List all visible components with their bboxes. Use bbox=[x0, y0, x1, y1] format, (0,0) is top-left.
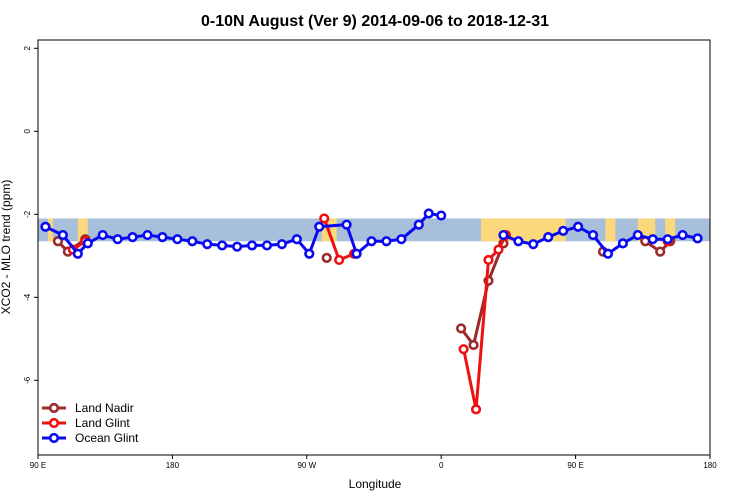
data-point bbox=[202, 239, 213, 250]
plot-frame bbox=[37, 39, 711, 456]
land-patch bbox=[77, 218, 88, 242]
data-point bbox=[157, 232, 168, 243]
legend-label: Land Glint bbox=[75, 416, 130, 430]
series-line bbox=[459, 242, 505, 347]
data-point bbox=[602, 248, 614, 259]
data-point bbox=[276, 239, 288, 250]
legend-marker bbox=[48, 402, 60, 414]
y-tick-label: 2 bbox=[23, 46, 32, 51]
x-axis-title: Longitude bbox=[349, 477, 402, 491]
data-point bbox=[617, 238, 628, 249]
data-point bbox=[304, 248, 315, 259]
data-point bbox=[246, 240, 258, 251]
y-tick-label: -4 bbox=[23, 293, 32, 301]
data-point bbox=[381, 236, 392, 247]
data-point bbox=[692, 233, 703, 244]
y-tick-label: 0 bbox=[23, 129, 32, 134]
data-point bbox=[483, 254, 494, 266]
data-point bbox=[112, 234, 123, 245]
land-patch bbox=[665, 218, 676, 242]
data-point bbox=[187, 236, 198, 247]
data-point bbox=[40, 221, 51, 232]
data-point bbox=[468, 339, 479, 351]
data-point bbox=[52, 236, 64, 247]
data-point bbox=[232, 241, 243, 252]
data-point bbox=[172, 234, 183, 245]
data-point bbox=[127, 232, 138, 243]
data-point bbox=[351, 248, 362, 259]
data-point bbox=[677, 229, 688, 241]
data-point bbox=[528, 239, 539, 250]
data-point bbox=[97, 229, 108, 241]
data-point bbox=[142, 229, 153, 241]
x-tick-label: 90 E bbox=[567, 461, 583, 470]
data-point bbox=[493, 244, 504, 255]
y-axis-title: XCO2 - MLO trend (ppm) bbox=[0, 180, 13, 315]
data-point bbox=[436, 210, 447, 221]
data-point bbox=[458, 344, 469, 355]
land-patch bbox=[605, 218, 616, 242]
series-ocean-glint bbox=[40, 208, 703, 259]
chart-title: 0-10N August (Ver 9) 2014-09-06 to 2018-… bbox=[201, 13, 549, 30]
series-land-nadir bbox=[52, 234, 676, 351]
legend-label: Ocean Glint bbox=[75, 431, 139, 445]
series-layer bbox=[40, 208, 703, 415]
data-point bbox=[498, 229, 509, 241]
data-point bbox=[314, 221, 325, 232]
data-point bbox=[72, 248, 83, 259]
data-point bbox=[82, 238, 93, 249]
data-point bbox=[261, 240, 273, 251]
data-point bbox=[632, 229, 643, 241]
series-line bbox=[44, 211, 442, 256]
data-point bbox=[319, 213, 330, 224]
data-point bbox=[572, 221, 584, 232]
data-point bbox=[662, 234, 673, 245]
x-tick-label: 180 bbox=[166, 461, 180, 470]
data-point bbox=[456, 323, 467, 334]
x-axis: 90 E 180 90 W 0 90 E 180 bbox=[30, 455, 717, 470]
data-point bbox=[558, 225, 569, 236]
data-point bbox=[655, 246, 666, 257]
data-point bbox=[543, 232, 554, 243]
y-tick-label: -6 bbox=[23, 376, 32, 384]
data-point bbox=[321, 252, 332, 263]
data-point bbox=[587, 229, 599, 241]
data-point bbox=[413, 219, 424, 230]
x-tick-label: 90 W bbox=[297, 461, 316, 470]
data-point bbox=[341, 219, 352, 230]
data-point bbox=[57, 229, 68, 241]
data-point bbox=[423, 208, 434, 219]
data-point bbox=[513, 236, 524, 247]
x-tick-label: 90 E bbox=[30, 461, 46, 470]
data-point bbox=[396, 234, 407, 245]
x-tick-label: 0 bbox=[439, 461, 444, 470]
legend-marker bbox=[48, 432, 60, 444]
data-point bbox=[647, 234, 658, 245]
x-tick-label: 180 bbox=[703, 461, 717, 470]
data-point bbox=[470, 404, 482, 415]
y-tick-label: -2 bbox=[23, 210, 32, 218]
y-axis: 2 0 -2 -4 -6 bbox=[23, 46, 38, 384]
legend-label: Land Nadir bbox=[75, 401, 134, 415]
data-point bbox=[217, 240, 228, 251]
legend-marker bbox=[48, 417, 60, 429]
data-point bbox=[366, 236, 377, 247]
data-point bbox=[291, 234, 302, 245]
data-point bbox=[334, 254, 345, 266]
